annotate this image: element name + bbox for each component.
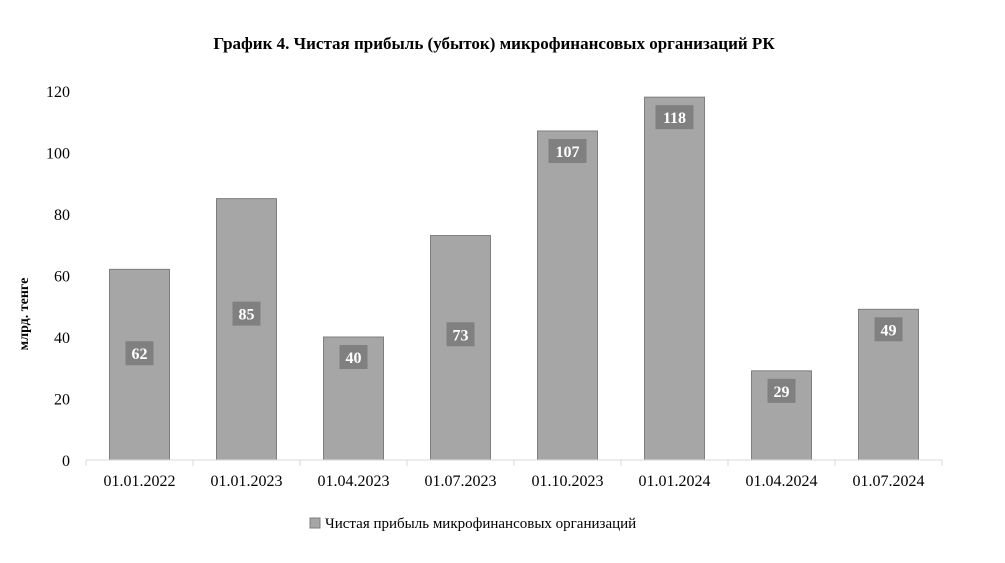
data-label-box [232, 301, 261, 326]
legend: Чистая прибыль микрофинансовых организац… [309, 516, 636, 532]
data-label: 40 [346, 350, 362, 367]
x-axis-labels: 01.01.2022 01.01.2023 01.04.2023 01.07.2023… [104, 473, 925, 490]
y-tick-label: 120 [46, 84, 70, 101]
legend-label: Чистая прибыль микрофинансовых организац… [325, 516, 636, 532]
data-label: 62 [132, 346, 148, 363]
x-tick-label: 01.01.2023 [211, 473, 283, 490]
legend-swatch [309, 517, 321, 529]
data-label: 29 [774, 384, 790, 401]
x-tick-label: 01.10.2023 [532, 473, 604, 490]
y-tick-label: 40 [54, 330, 70, 347]
data-labels-group: 62 85 40 73 107 118 29 49 [125, 105, 903, 403]
data-label: 73 [453, 327, 469, 344]
data-label-box [125, 341, 154, 366]
bar [430, 235, 491, 461]
data-label-box [767, 378, 796, 403]
x-tick-label: 01.01.2024 [639, 473, 711, 490]
y-tick-label: 80 [54, 207, 70, 224]
y-tick-label: 0 [62, 453, 70, 470]
x-tick-label: 01.07.2024 [853, 473, 925, 490]
y-tick-label: 60 [54, 269, 70, 286]
x-axis-tick-marks [85, 460, 943, 466]
bar [644, 96, 705, 461]
y-tick-label: 20 [54, 392, 70, 409]
y-axis-ticks: 0 20 40 60 80 100 120 [46, 84, 70, 470]
x-tick-label: 01.01.2022 [104, 473, 176, 490]
data-label: 118 [663, 110, 686, 127]
y-axis-label: млрд. тенге [17, 278, 32, 351]
data-label: 49 [881, 322, 897, 339]
data-label: 85 [239, 307, 255, 324]
x-tick-label: 01.04.2024 [746, 473, 818, 490]
x-tick-label: 01.04.2023 [318, 473, 390, 490]
chart-title: График 4. Чистая прибыль (убыток) микроф… [213, 34, 775, 53]
bar [216, 198, 277, 461]
data-label-box [339, 345, 368, 369]
bar [537, 130, 598, 461]
data-label-box [446, 322, 475, 347]
data-label-box [548, 138, 587, 163]
x-tick-label: 01.07.2023 [425, 473, 497, 490]
y-tick-label: 100 [46, 146, 70, 163]
data-label: 107 [556, 144, 580, 161]
data-label-box [874, 317, 903, 342]
bars-group [109, 96, 919, 461]
data-label-box [655, 105, 694, 130]
